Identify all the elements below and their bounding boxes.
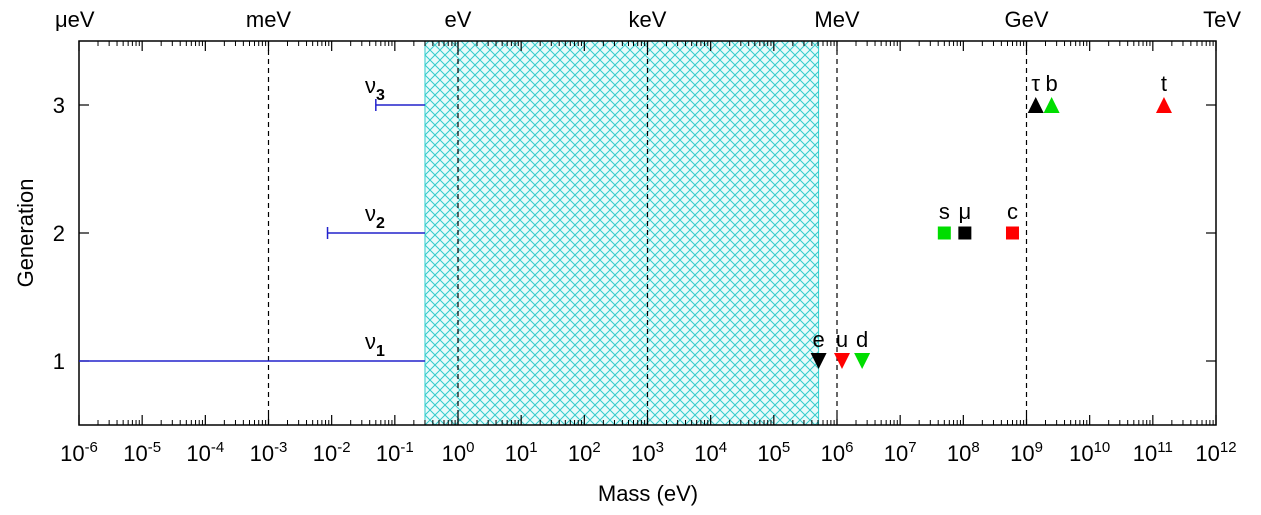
particle-label: μ [959, 199, 972, 224]
x-tick-label: 10-3 [250, 439, 288, 466]
x-tick-label: 10-2 [313, 439, 351, 466]
particle-marker [1005, 226, 1019, 240]
x-tick-label: 1012 [1195, 439, 1236, 466]
particle-label: τ [1031, 71, 1040, 96]
particle-marker [937, 226, 951, 240]
particle-marker [834, 353, 851, 369]
top-unit-label: GeV [1004, 7, 1048, 32]
x-tick-label: 1010 [1069, 439, 1110, 466]
neutrino-label: ν2 [365, 201, 385, 232]
x-tick-label: 105 [757, 439, 790, 466]
particle-label: e [812, 327, 824, 352]
particle-label: u [836, 327, 848, 352]
x-tick-label: 101 [505, 439, 538, 466]
x-tick-label: 108 [947, 439, 980, 466]
x-tick-label: 10-4 [186, 439, 224, 466]
particle-label: t [1161, 71, 1167, 96]
particle-label: d [856, 327, 868, 352]
neutrino-label: ν1 [365, 329, 385, 360]
x-tick-label: 100 [442, 439, 475, 466]
particle-label: c [1007, 199, 1018, 224]
particle-marker [958, 226, 972, 240]
x-tick-label: 103 [631, 439, 664, 466]
particle-marker [810, 353, 827, 369]
y-axis-label: Generation [13, 179, 38, 288]
x-tick-label: 109 [1010, 439, 1043, 466]
x-tick-label: 1011 [1133, 439, 1173, 466]
x-tick-label: 106 [821, 439, 854, 466]
top-unit-label: μeV [55, 7, 95, 32]
x-tick-label: 102 [568, 439, 601, 466]
x-tick-label: 10-5 [123, 439, 161, 466]
particle-marker [854, 353, 871, 369]
particle-label: b [1046, 71, 1058, 96]
top-unit-label: TeV [1203, 7, 1241, 32]
particle-marker [1155, 97, 1172, 113]
x-tick-label: 107 [884, 439, 917, 466]
particle-label: s [939, 199, 950, 224]
top-unit-label: meV [246, 7, 292, 32]
particle-marker [1043, 97, 1060, 113]
y-tick-label: 2 [53, 221, 65, 246]
x-axis-label: Mass (eV) [598, 481, 698, 506]
top-unit-label: MeV [814, 7, 860, 32]
excluded-mass-region [424, 40, 820, 426]
top-unit-label: keV [629, 7, 667, 32]
x-tick-label: 10-6 [60, 439, 98, 466]
particle-marker [1027, 97, 1044, 113]
y-tick-label: 1 [53, 349, 65, 374]
x-tick-label: 10-1 [376, 439, 414, 466]
neutrino-label: ν3 [365, 73, 385, 104]
x-tick-label: 104 [694, 439, 727, 466]
y-tick-label: 3 [53, 93, 65, 118]
top-unit-label: eV [445, 7, 472, 32]
